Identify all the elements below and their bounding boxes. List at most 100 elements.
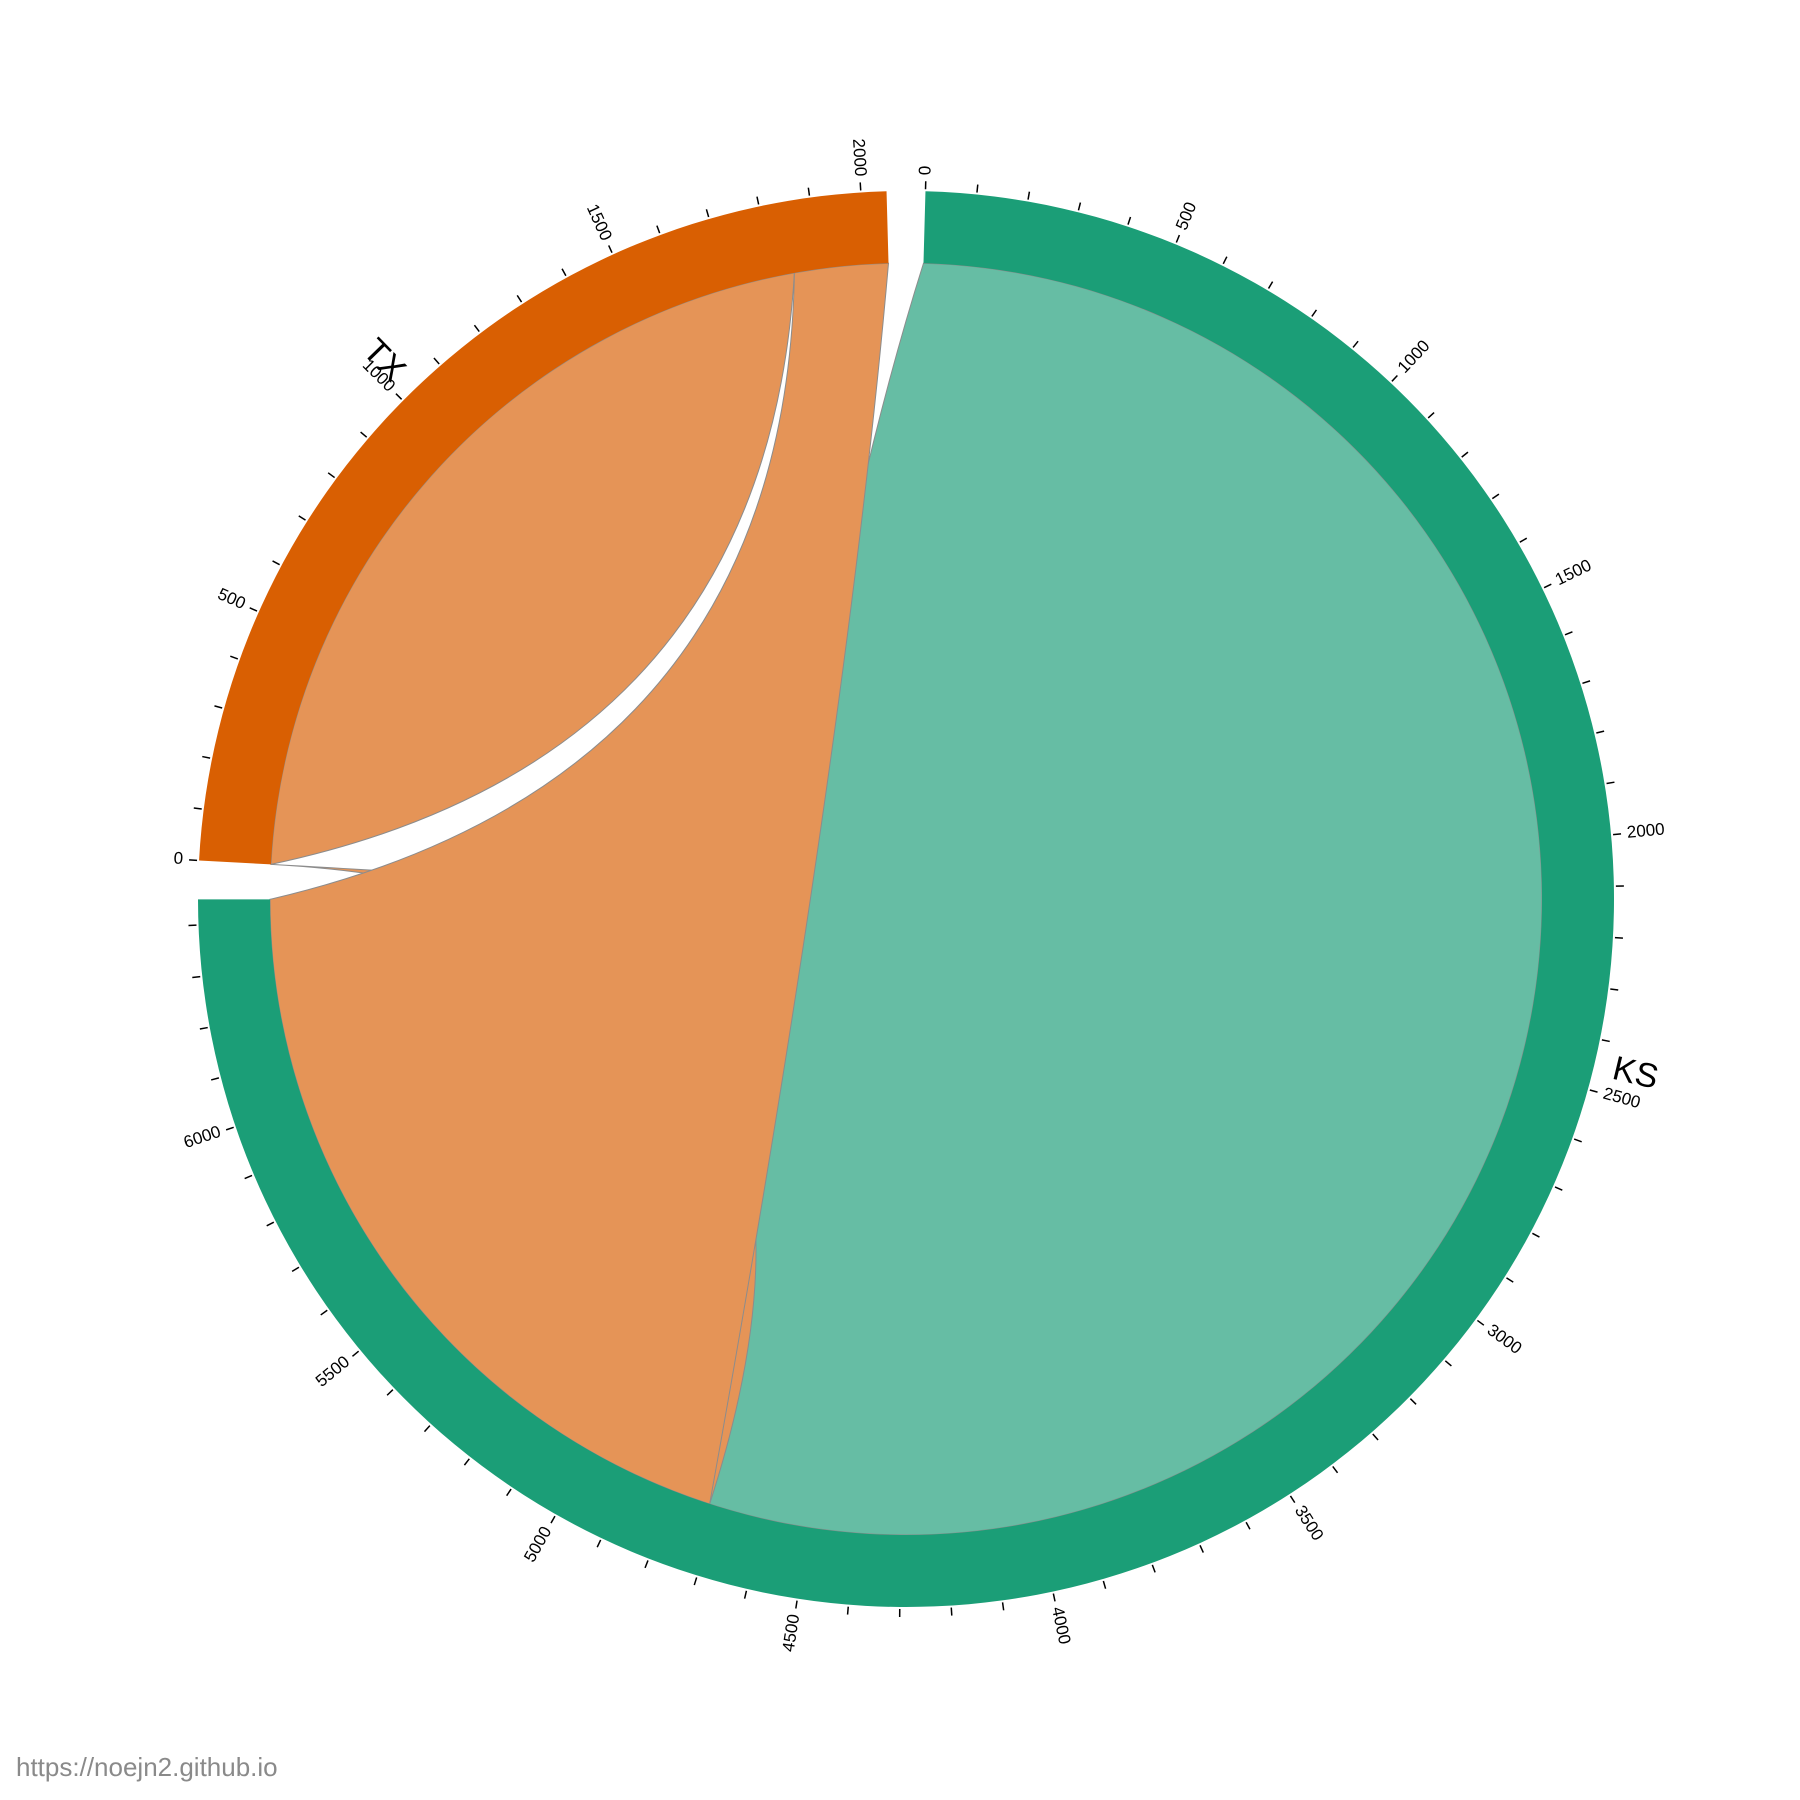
tick-mark bbox=[1461, 451, 1469, 458]
tick-label: 5500 bbox=[312, 1352, 353, 1391]
tick-mark bbox=[360, 431, 368, 438]
tick-label: 5000 bbox=[520, 1523, 555, 1565]
tick-mark bbox=[473, 324, 480, 333]
tick-label: 1500 bbox=[1552, 556, 1594, 590]
tick-label: 6000 bbox=[181, 1122, 223, 1152]
tick-label: 3000 bbox=[1484, 1320, 1526, 1358]
tick-label: 500 bbox=[215, 584, 249, 613]
tick-mark bbox=[506, 1488, 512, 1497]
tick-mark bbox=[192, 975, 201, 979]
tick-label: 0 bbox=[173, 849, 183, 868]
tick-mark bbox=[1052, 1593, 1056, 1602]
tick-mark bbox=[395, 393, 403, 400]
tick-mark bbox=[433, 357, 440, 365]
tick-mark bbox=[272, 560, 280, 566]
tick-mark bbox=[423, 1425, 431, 1433]
tick-mark bbox=[1444, 1360, 1452, 1367]
tick-mark bbox=[1606, 781, 1615, 785]
tick-mark bbox=[386, 1389, 394, 1396]
tick-mark bbox=[859, 182, 862, 191]
tick-mark bbox=[1267, 281, 1274, 289]
tick-mark bbox=[846, 1606, 849, 1615]
tick-mark bbox=[1311, 309, 1318, 317]
tick-mark bbox=[644, 1560, 649, 1569]
chord-ribbon-tx-ks-main bbox=[269, 262, 890, 1505]
tick-mark bbox=[1027, 191, 1031, 200]
tick-mark bbox=[327, 472, 336, 479]
tick-mark bbox=[743, 1590, 748, 1599]
tick-mark bbox=[705, 209, 710, 218]
tick-mark bbox=[1175, 234, 1181, 243]
tick-mark bbox=[351, 1350, 360, 1357]
tick-mark bbox=[516, 294, 523, 303]
tick-mark bbox=[756, 196, 760, 205]
tick-mark bbox=[1573, 1138, 1582, 1143]
tick-mark bbox=[1127, 216, 1132, 225]
tick-label: 3500 bbox=[1291, 1502, 1327, 1544]
tick-mark bbox=[1352, 340, 1359, 348]
group-label-tx: TX bbox=[356, 331, 414, 389]
tick-mark bbox=[795, 1600, 798, 1609]
tick-mark bbox=[1596, 730, 1605, 734]
tick-mark bbox=[1506, 1277, 1514, 1283]
tick-label: 500 bbox=[1172, 199, 1200, 232]
tick-label: 2000 bbox=[1626, 819, 1665, 841]
tick-mark bbox=[1001, 1602, 1005, 1611]
tick-mark bbox=[214, 705, 223, 709]
tick-mark bbox=[1151, 1564, 1156, 1573]
tick-label: 4000 bbox=[1048, 1605, 1074, 1646]
group-arc-tx bbox=[199, 191, 889, 865]
tick-mark bbox=[807, 187, 811, 196]
tick-mark bbox=[249, 607, 258, 612]
tick-mark bbox=[1245, 1521, 1251, 1530]
tick-mark bbox=[976, 184, 979, 193]
tick-mark bbox=[1289, 1495, 1296, 1504]
tick-mark bbox=[1582, 680, 1591, 685]
tick-mark bbox=[266, 1221, 275, 1227]
tick-label: 0 bbox=[915, 166, 934, 176]
tick-mark bbox=[1427, 411, 1435, 419]
tick-mark bbox=[1222, 256, 1228, 265]
tick-mark bbox=[1613, 833, 1622, 836]
chord-ribbon-tx-tx bbox=[270, 272, 795, 866]
tick-mark bbox=[1543, 583, 1552, 589]
tick-mark bbox=[298, 515, 306, 521]
tick-mark bbox=[1491, 493, 1500, 500]
tick-mark bbox=[320, 1309, 328, 1316]
tick-label: 2000 bbox=[849, 138, 870, 177]
tick-mark bbox=[291, 1266, 300, 1273]
tick-mark bbox=[1610, 988, 1619, 991]
tick-mark bbox=[1409, 1398, 1417, 1405]
tick-label: 1000 bbox=[1394, 336, 1434, 377]
tick-mark bbox=[1102, 1580, 1107, 1589]
tick-mark bbox=[244, 1174, 253, 1180]
tick-mark bbox=[1532, 1232, 1540, 1238]
tick-mark bbox=[1391, 374, 1398, 382]
tick-mark bbox=[1601, 1039, 1610, 1043]
tick-mark bbox=[656, 225, 661, 234]
tick-mark bbox=[1077, 202, 1082, 211]
tick-mark bbox=[1199, 1544, 1204, 1553]
tick-label: 4500 bbox=[779, 1613, 804, 1653]
tick-mark bbox=[693, 1577, 698, 1586]
tick-mark bbox=[199, 1026, 208, 1030]
tick-mark bbox=[596, 1539, 602, 1548]
tick-mark bbox=[608, 245, 613, 254]
tick-mark bbox=[1476, 1319, 1485, 1326]
tick-mark bbox=[230, 655, 239, 660]
tick-mark bbox=[1564, 631, 1573, 636]
source-url: https://noejn2.github.io bbox=[16, 1752, 278, 1782]
tick-mark bbox=[1372, 1433, 1379, 1441]
tick-mark bbox=[1589, 1089, 1598, 1093]
tick-mark bbox=[193, 807, 202, 810]
tick-label: 1500 bbox=[583, 201, 616, 243]
tick-mark bbox=[550, 1515, 556, 1524]
tick-mark bbox=[1332, 1465, 1339, 1474]
tick-mark bbox=[1519, 537, 1528, 543]
tick-mark bbox=[463, 1458, 470, 1466]
tick-mark bbox=[1554, 1186, 1563, 1191]
tick-mark bbox=[561, 268, 567, 277]
tick-mark bbox=[225, 1126, 234, 1131]
tick-mark bbox=[950, 1607, 953, 1616]
